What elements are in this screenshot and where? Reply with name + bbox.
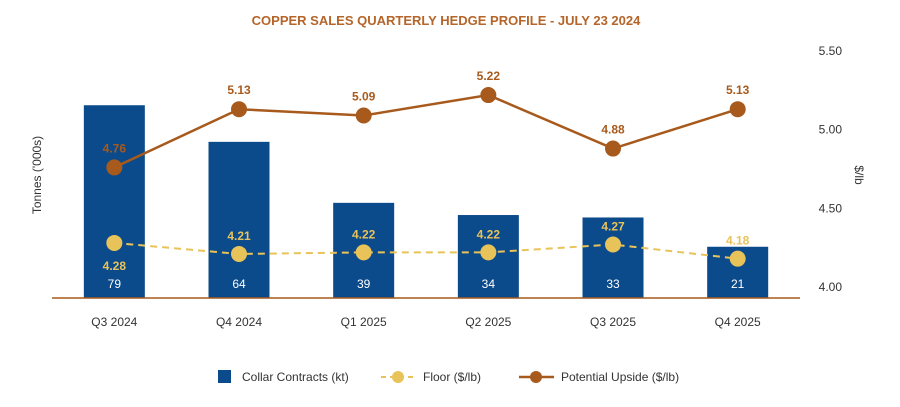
upside-value-label-4: 4.88 [601,123,625,137]
upside-point-5 [729,101,746,118]
legend-label-floor: Floor ($/lb) [423,370,481,384]
floor-line [114,241,738,260]
floor-point-2 [355,244,372,261]
upside-line [113,93,739,169]
upside-point-4 [605,140,622,157]
upside-value-label-1: 5.13 [227,83,251,97]
floor-value-label-1: 4.21 [227,229,251,243]
bar-1 [208,141,270,298]
bar-value-label-5: 21 [731,277,745,291]
y2-tick-label-1: 4.50 [819,201,843,215]
upside-point-0 [106,159,123,176]
x-tick-label-1: Q4 2024 [216,315,262,329]
upside-point-3 [480,87,497,104]
x-tick-label-0: Q3 2024 [91,315,137,329]
floor-point-0 [106,234,123,251]
x-tick-label-2: Q1 2025 [341,315,387,329]
floor-value-label-2: 4.22 [352,227,376,241]
upside-point-1 [231,101,248,118]
y2-tick-label-3: 5.50 [819,44,843,58]
floor-point-1 [231,245,248,262]
y-axis-title-right: $/lb [852,165,866,185]
bar-labels-layer: 79 64 39 34 33 21 [108,277,745,291]
upside-value-label-0: 4.76 [103,141,127,155]
floor-point-5 [729,250,746,267]
legend-swatch-collar [218,370,231,383]
y2-tick-label-2: 5.00 [819,123,843,137]
floor-value-label-4: 4.27 [601,220,625,234]
floor-point-4 [605,236,622,253]
x-tick-label-4: Q3 2025 [590,315,636,329]
floor-value-label-5: 4.18 [726,234,750,248]
upside-value-label-3: 5.22 [477,69,501,83]
legend-swatch-upside-marker [530,371,542,383]
upside-value-label-5: 5.13 [726,83,750,97]
bar-value-label-1: 64 [232,277,246,291]
bar-value-label-0: 79 [108,277,122,291]
floor-value-label-0: 4.28 [103,259,127,273]
upside-series-layer: 4.76 5.13 5.09 5.22 4.88 5.13 [103,69,750,176]
y-axis-title-left: Tonnes ('000s) [30,136,44,214]
upside-point-2 [355,107,372,124]
floor-point-3 [480,244,497,261]
legend: Collar Contracts (kt) Floor ($/lb) Poten… [218,370,679,384]
legend-label-upside: Potential Upside ($/lb) [561,370,679,384]
y2-tick-label-0: 4.00 [819,280,843,294]
bars-layer [83,105,769,299]
legend-label-collar: Collar Contracts (kt) [242,370,349,384]
x-tick-label-5: Q4 2025 [715,315,761,329]
bar-0 [83,105,145,299]
y2-ticks-layer: 4.00 4.50 5.00 5.50 [819,44,843,294]
bar-4 [582,217,644,298]
bar-value-label-2: 39 [357,277,371,291]
bar-value-label-4: 33 [606,277,620,291]
chart-title: COPPER SALES QUARTERLY HEDGE PROFILE - J… [252,13,641,28]
x-ticks-layer: Q3 2024 Q4 2024 Q1 2025 Q2 2025 Q3 2025 Q4 20… [91,315,761,329]
floor-value-label-3: 4.22 [477,227,501,241]
x-tick-label-3: Q2 2025 [465,315,511,329]
bar-value-label-3: 34 [482,277,496,291]
upside-value-label-2: 5.09 [352,90,376,104]
floor-series-layer: 4.28 4.21 4.22 4.22 4.27 4.18 [103,220,750,273]
legend-swatch-floor-marker [392,371,404,383]
